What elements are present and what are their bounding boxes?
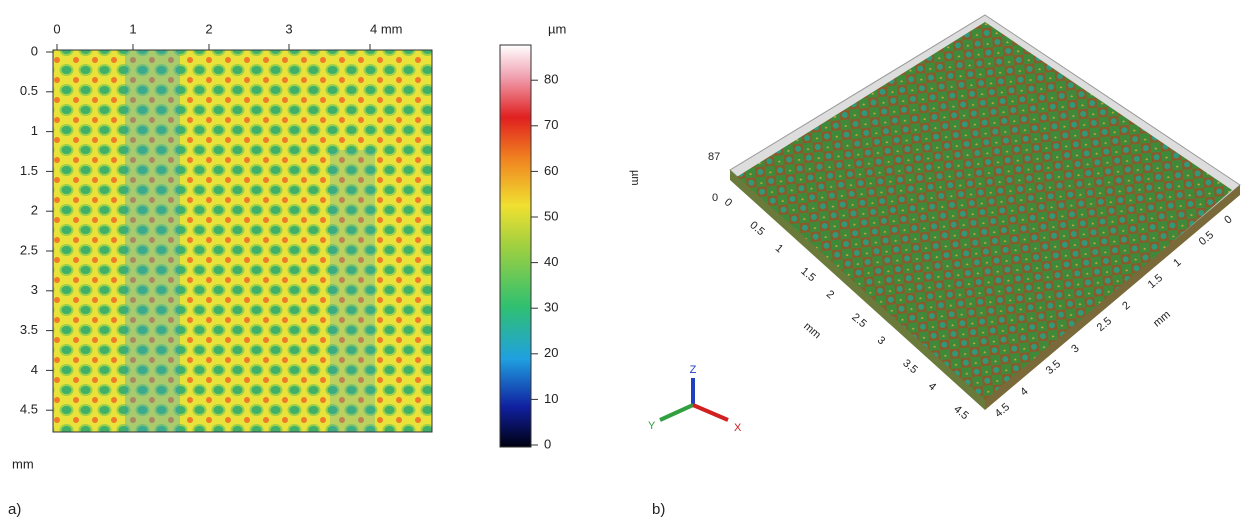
triad-x: X	[734, 422, 742, 434]
right-axis-tick-label: 0	[1222, 213, 1234, 226]
left-axis-tick-label: 4.5	[951, 403, 970, 422]
x-tick-label: 2	[205, 21, 212, 36]
right-axis-tick-label: 3.5	[1044, 358, 1063, 377]
colorbar-tick-label: 60	[544, 163, 558, 178]
axes-a: 0 1 2 3 4 mm 0 0.5 1 1.5 2 2.5 3 3.5 4 4.5	[20, 21, 403, 416]
z-max: 87	[708, 151, 720, 163]
colorbar-tick-label: 0	[544, 436, 551, 451]
surface-side	[985, 185, 1240, 410]
left-axis-tick-label: 2	[824, 288, 836, 301]
colorbar-tick-label: 40	[544, 254, 558, 269]
z-unit: µm	[629, 170, 641, 186]
colorbar-tick-label: 20	[544, 345, 558, 360]
surface	[735, 22, 1232, 405]
left-axis-tick-label: 0.5	[747, 219, 766, 238]
colorbar-tick-label: 80	[544, 72, 558, 87]
y-tick-label: 3	[31, 282, 38, 297]
y-tick-label: 3.5	[20, 322, 38, 337]
left-axis-tick-label: 0	[722, 196, 734, 209]
right-axis-tick-label: 4.5	[993, 401, 1012, 420]
y-tick-label: 1	[31, 123, 38, 138]
right-axis-tick-label: 2.5	[1095, 315, 1114, 334]
z-min: 0	[712, 192, 718, 204]
right-axis-tick-label: 4	[1018, 385, 1030, 398]
right-axis-tick-label: 1	[1171, 256, 1183, 269]
y-tick-label: 4	[31, 362, 38, 377]
axis-triad: Z Y X	[648, 364, 742, 434]
right-axis-tick-label: 2	[1120, 299, 1132, 312]
right-axis-tick-label: 1.5	[1146, 272, 1165, 291]
y-tick-label: 4.5	[20, 402, 38, 417]
colorbar-tick-label: 50	[544, 208, 558, 223]
left-axis-tick-label: 4	[926, 380, 938, 393]
triad-y: Y	[648, 420, 656, 432]
right-axis-tick-label: 3	[1069, 342, 1081, 355]
left-axis-tick-label: 1	[773, 242, 785, 255]
x-tick-label: 4 mm	[370, 21, 403, 36]
x-tick-label: 3	[285, 21, 292, 36]
left-axis-tick-label: 3.5	[900, 357, 919, 376]
panel-label: b)	[652, 501, 665, 518]
y-tick-label: 0.5	[20, 83, 38, 98]
panel-label: a)	[8, 501, 21, 518]
y-tick-label: 0	[31, 43, 38, 58]
colorbar-unit: µm	[548, 21, 566, 36]
left-axis-tick-label: 1.5	[798, 265, 817, 284]
height-map-shade	[125, 50, 180, 432]
x-tick-label: 0	[53, 21, 60, 36]
left-axis-tick-label: 2.5	[849, 311, 868, 330]
y-tick-label: 2	[31, 203, 38, 218]
colorbar-tick-label: 10	[544, 391, 558, 406]
height-map-shade	[330, 150, 375, 432]
left-axis-tick-label: 3	[875, 334, 887, 347]
surface-side	[730, 170, 985, 410]
colorbar-ticks: 0 10 20 30 40 50 60 70 80	[531, 72, 558, 451]
plot-frame	[52, 49, 433, 433]
right-axis-unit: mm	[1151, 309, 1173, 330]
colorbar-tick-label: 70	[544, 117, 558, 132]
left-axis-unit: mm	[801, 320, 823, 341]
y-unit: mm	[12, 456, 34, 471]
triad-z: Z	[690, 364, 697, 376]
y-tick-label: 1.5	[20, 163, 38, 178]
colorbar-tick-label: 30	[544, 300, 558, 315]
x-tick-label: 1	[129, 21, 136, 36]
right-axis-tick-label: 0.5	[1197, 229, 1216, 248]
colorbar	[499, 44, 532, 448]
height-map	[53, 50, 432, 432]
y-tick-label: 2.5	[20, 242, 38, 257]
